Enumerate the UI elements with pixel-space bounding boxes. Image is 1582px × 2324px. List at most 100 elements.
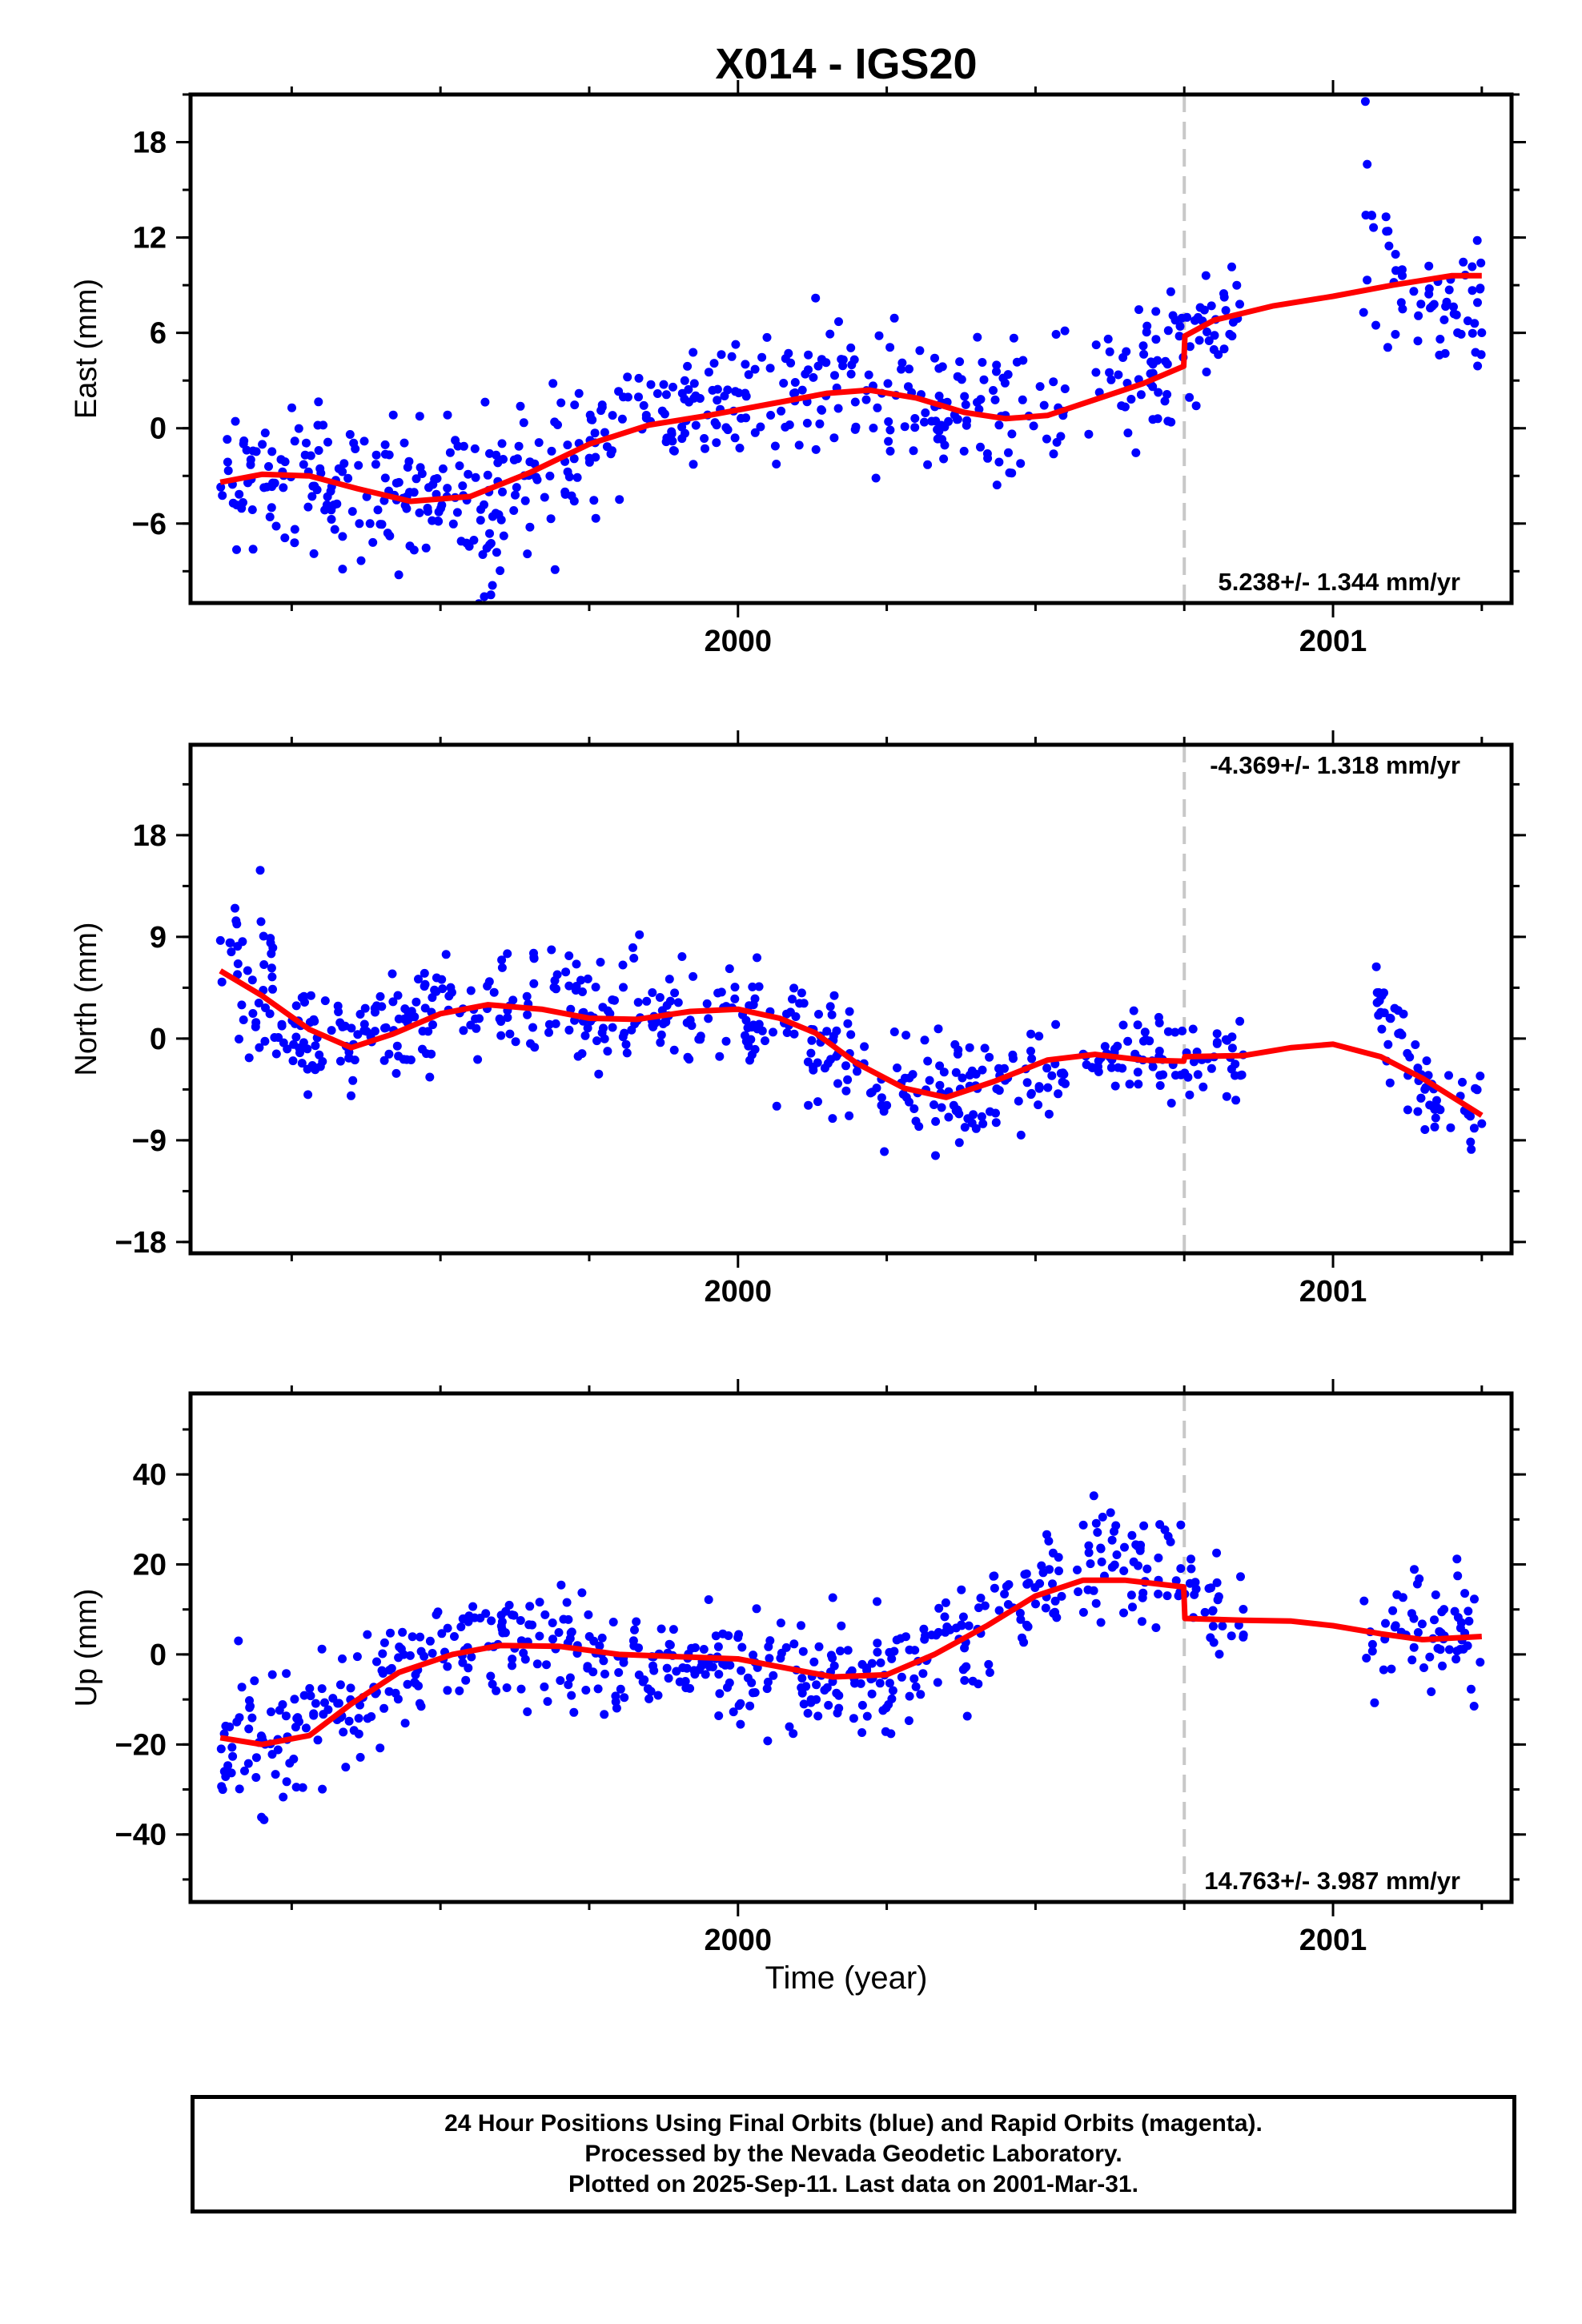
data-point <box>1473 361 1483 371</box>
data-point <box>1208 1606 1217 1616</box>
data-point <box>954 1045 963 1055</box>
data-point <box>677 952 687 961</box>
data-point <box>231 903 239 913</box>
data-point <box>487 1616 496 1626</box>
data-point <box>809 372 818 382</box>
data-point <box>244 1724 254 1734</box>
data-point <box>1456 1618 1466 1627</box>
data-point <box>548 1634 557 1644</box>
data-point <box>223 457 232 467</box>
data-point <box>497 955 507 965</box>
data-point <box>456 1622 466 1631</box>
data-point <box>633 998 643 1007</box>
data-point <box>717 350 726 360</box>
data-point <box>1213 1595 1223 1605</box>
data-point <box>741 360 750 369</box>
data-point <box>232 545 241 554</box>
data-point <box>994 1086 1004 1096</box>
data-point <box>954 1138 964 1148</box>
data-point <box>416 463 425 472</box>
data-point <box>1222 1092 1231 1101</box>
data-point <box>1155 1081 1165 1090</box>
data-point <box>878 1706 888 1715</box>
data-point <box>375 1743 385 1753</box>
data-point <box>1047 1071 1057 1080</box>
data-point <box>885 446 895 456</box>
data-point <box>827 1010 837 1019</box>
data-point <box>1236 1071 1245 1080</box>
data-point <box>295 1043 304 1052</box>
data-point <box>920 417 929 427</box>
data-point <box>444 991 454 1001</box>
data-point <box>267 1707 275 1717</box>
data-point <box>519 418 528 428</box>
data-point <box>681 1677 690 1686</box>
data-point <box>243 1759 253 1768</box>
data-point <box>1359 308 1368 317</box>
data-point <box>1452 310 1461 320</box>
data-point <box>221 1721 231 1731</box>
data-point <box>677 422 687 432</box>
data-point <box>1151 1623 1161 1632</box>
data-point <box>1221 306 1231 316</box>
data-point <box>1185 342 1195 352</box>
data-point <box>730 983 740 992</box>
data-point <box>475 1014 484 1023</box>
data-point <box>962 416 972 425</box>
data-point <box>708 385 717 395</box>
data-point <box>915 346 925 356</box>
data-point <box>957 1585 966 1594</box>
data-point <box>1363 275 1372 285</box>
data-point <box>483 981 492 991</box>
data-point <box>1178 1026 1187 1035</box>
data-point <box>815 419 825 428</box>
data-point <box>1022 1620 1031 1630</box>
data-point <box>927 1630 937 1640</box>
data-point <box>344 1716 354 1726</box>
data-point <box>1114 370 1123 380</box>
data-point <box>338 532 347 541</box>
data-point <box>1469 1702 1479 1711</box>
data-point <box>496 1622 506 1630</box>
chart-title: X014 - IGS20 <box>715 40 977 88</box>
data-point <box>1383 343 1392 352</box>
data-point <box>1163 326 1173 336</box>
data-point <box>1215 1650 1224 1659</box>
data-point <box>335 1680 345 1690</box>
data-point <box>630 1625 639 1634</box>
data-point <box>822 1683 832 1692</box>
data-point <box>754 1019 764 1029</box>
data-point <box>1185 392 1195 402</box>
y-tick-label: 40 <box>133 1458 167 1492</box>
data-point <box>1476 258 1486 267</box>
data-point <box>280 533 290 543</box>
data-point <box>1106 1508 1115 1518</box>
data-point <box>713 1642 723 1651</box>
data-point <box>251 1018 261 1027</box>
data-point <box>960 1675 970 1685</box>
data-point <box>602 442 612 452</box>
data-point <box>986 1107 994 1116</box>
data-point <box>271 1770 280 1779</box>
data-point <box>1166 287 1175 296</box>
data-point <box>1162 1591 1172 1601</box>
data-point <box>377 1002 387 1011</box>
data-point <box>841 1061 850 1071</box>
data-point <box>1435 1626 1444 1636</box>
data-point <box>455 613 464 622</box>
data-point <box>600 1669 609 1679</box>
data-point <box>1044 1109 1054 1119</box>
data-point <box>445 448 455 457</box>
data-point <box>512 483 521 493</box>
data-point <box>339 1727 348 1737</box>
data-point <box>572 472 582 482</box>
data-point <box>291 1783 301 1792</box>
data-point <box>1154 1553 1163 1562</box>
data-point <box>1133 1020 1142 1030</box>
data-point <box>351 444 360 453</box>
data-point <box>968 1676 978 1686</box>
data-point <box>689 348 698 357</box>
data-point <box>873 403 882 412</box>
data-point <box>1129 1006 1138 1015</box>
data-point <box>1018 395 1027 404</box>
